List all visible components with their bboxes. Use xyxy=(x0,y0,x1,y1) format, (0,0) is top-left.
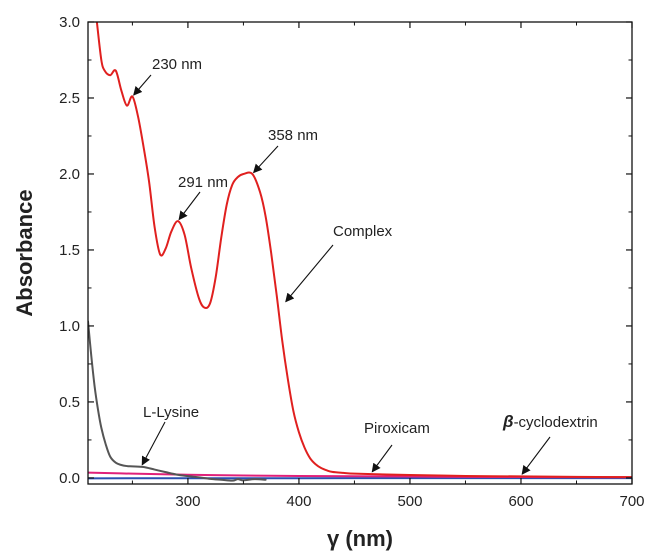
annotation-label-rest: -cyclodextrin xyxy=(514,414,598,431)
y-tick-label: 0.5 xyxy=(59,394,80,411)
series-line-complex xyxy=(95,22,632,479)
y-tick-label: 3.0 xyxy=(59,14,80,31)
y-tick-label: 1.0 xyxy=(59,318,80,335)
annotation-label: L-Lysine xyxy=(143,404,199,421)
axis-ticks: 300 400 500 600 700 0.0 0.5 1.0 1.5 2.0 2.5 3.0 xyxy=(59,14,644,510)
y-tick-label: 1.5 xyxy=(59,242,80,259)
annotation-label: Piroxicam xyxy=(364,420,430,437)
annotation-arrow xyxy=(285,244,334,303)
series-line-l-lysine xyxy=(88,320,267,482)
annotations: 230 nm 291 nm 358 nm Complex L-Lysine Piroxic… xyxy=(133,56,598,475)
annotation-arrow xyxy=(371,444,393,473)
annotation-arrow xyxy=(252,145,279,174)
annotation-label: β-cyclodextrin xyxy=(502,412,598,431)
y-tick-label: 2.5 xyxy=(59,90,80,107)
x-tick-label: 400 xyxy=(286,493,311,510)
annotation-label: 291 nm xyxy=(178,174,228,191)
annotation-arrow xyxy=(521,436,551,475)
x-tick-label: 600 xyxy=(508,493,533,510)
x-tick-label: 300 xyxy=(175,493,200,510)
annotation-label: 230 nm xyxy=(152,56,202,73)
annotation-arrow xyxy=(141,421,166,466)
x-tick-label: 500 xyxy=(397,493,422,510)
plot-frame xyxy=(87,21,633,485)
x-axis-title: γ (nm) xyxy=(327,526,393,551)
series-layer xyxy=(88,22,632,482)
annotation-label: Complex xyxy=(333,223,393,240)
y-axis-title: Absorbance xyxy=(12,189,37,316)
annotation-label-italic: β xyxy=(502,412,514,431)
annotation-label: 358 nm xyxy=(268,127,318,144)
y-tick-label: 0.0 xyxy=(59,470,80,487)
x-tick-label: 700 xyxy=(619,493,644,510)
annotation-arrow xyxy=(133,74,152,96)
annotation-arrow xyxy=(178,191,201,221)
y-tick-label: 2.0 xyxy=(59,166,80,183)
